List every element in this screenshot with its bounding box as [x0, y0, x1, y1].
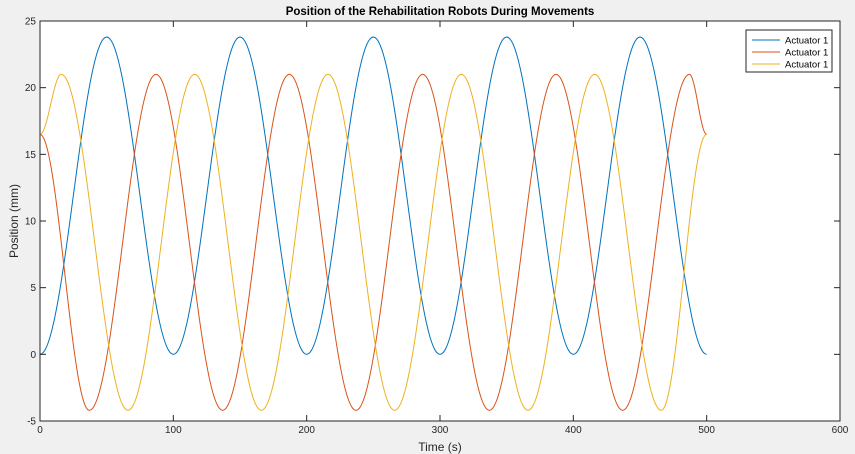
- x-tick-label: 500: [698, 425, 715, 436]
- legend-label-1: Actuator 1: [785, 36, 828, 47]
- y-tick-label: 15: [25, 150, 37, 161]
- y-tick-label: 0: [30, 350, 36, 361]
- y-tick-label: -5: [27, 417, 36, 428]
- series-line-1: [39, 36, 707, 355]
- series-line-2: [39, 73, 707, 411]
- legend-label-2: Actuator 1: [785, 48, 828, 59]
- x-tick-label: 100: [165, 425, 182, 436]
- legend-label-3: Actuator 1: [785, 60, 828, 71]
- y-tick-label: 20: [25, 83, 37, 94]
- chart-title: Position of the Rehabilitation Robots Du…: [286, 6, 595, 18]
- x-axis-label: Time (s): [418, 440, 462, 454]
- x-tick-label: 0: [37, 425, 43, 436]
- y-axis-label: Position (mm): [7, 184, 21, 258]
- y-tick-label: 5: [30, 283, 36, 294]
- series-layer: [39, 36, 707, 411]
- x-tick-label: 400: [565, 425, 582, 436]
- legend-box: [745, 29, 833, 73]
- plot-area: [40, 21, 840, 421]
- x-tick-label: 600: [832, 425, 849, 436]
- y-tick-label: 10: [25, 217, 37, 228]
- x-tick-label: 300: [432, 425, 449, 436]
- x-tick-label: 200: [298, 425, 315, 436]
- series-line-3: [39, 73, 707, 411]
- y-tick-label: 25: [25, 17, 37, 28]
